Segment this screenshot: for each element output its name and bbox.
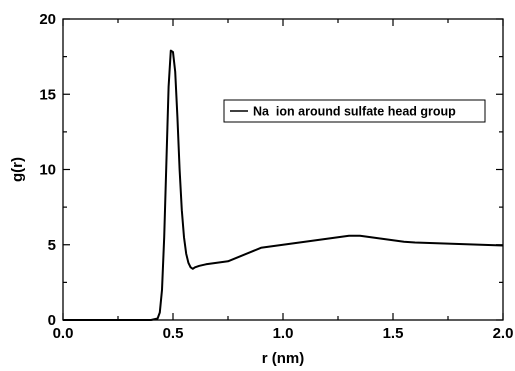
y-tick-label: 5 [48,237,56,254]
y-tick-label: 10 [39,162,56,179]
x-axis-ticks: 0.0 0.5 1.0 1.5 2.0 [53,19,514,342]
x-tick-label: 1.5 [383,325,404,342]
series-line [63,49,504,321]
plot-frame [62,18,504,321]
series-layer [63,49,504,321]
legend-box [223,99,486,123]
y-tick-label: 0 [48,312,56,329]
legend: Na ion around sulfate head group [223,99,486,123]
y-tick-label: 20 [39,11,56,28]
legend-entry-label: Na ion around sulfate head group [253,105,456,119]
y-tick-label: 15 [39,86,56,103]
x-axis-label: r (nm) [262,350,305,367]
x-tick-label: 1.0 [273,325,294,342]
x-tick-label: 0.5 [163,325,184,342]
x-tick-label: 0.0 [53,325,74,342]
y-axis-label: g(r) [9,157,26,182]
y-axis-ticks: 0 5 10 15 20 [39,11,503,329]
x-tick-label: 2.0 [493,325,514,342]
